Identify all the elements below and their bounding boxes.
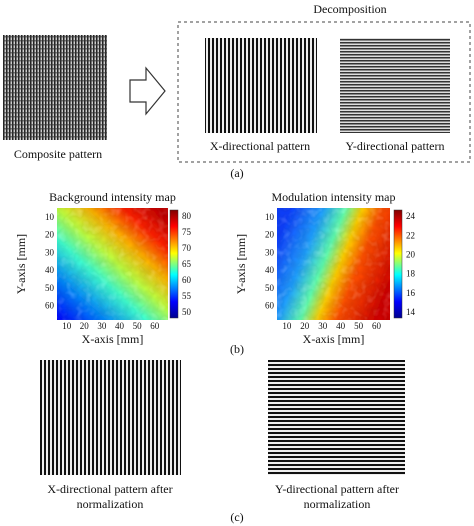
image-label: X-directional pattern [210,139,310,153]
x-tick-label: 60 [150,321,160,331]
image-label: normalization [304,497,371,511]
image-label: normalization [77,497,144,511]
arrow [129,66,166,116]
x-tick-label: 30 [97,321,107,331]
colorbar-tick-label: 16 [406,288,416,298]
x-tick-label: 60 [372,321,382,331]
x-tick-label: 10 [62,321,72,331]
y-tick-label: 40 [45,265,55,275]
y-tick-label: 40 [265,265,275,275]
y-tick-label: 30 [265,247,275,257]
colorbar-tick-label: 24 [406,211,416,221]
y-normalized-image [268,360,405,475]
x-tick-label: 50 [133,321,143,331]
y-axis-label: Y-axis [mm] [14,234,28,294]
y-tick-label: 30 [45,247,55,257]
decomposition-heading: Decomposition [313,2,386,16]
map-title: Modulation intensity map [272,190,396,204]
colorbar-tick-label: 18 [406,269,416,279]
image-label: Y-directional pattern after [275,482,399,496]
y-tick-label: 50 [45,283,55,293]
y-tick-label: 20 [265,230,275,240]
image-label: X-directional pattern after [47,482,172,496]
colorbar-tick-label: 20 [406,249,416,259]
x-tick-label: 10 [282,321,292,331]
colorbar-tick-label: 22 [406,230,415,240]
colorbar [169,209,179,319]
colorbar-tick-label: 80 [182,211,192,221]
colorbar-tick-label: 65 [182,259,192,269]
colorbar-tick-label: 60 [182,275,192,285]
x-axis-label: X-axis [mm] [303,332,365,346]
x-tick-label: 50 [354,321,364,331]
caption: (a) [230,166,243,180]
x-pattern-image [205,38,317,133]
caption: (b) [230,342,244,356]
y-tick-label: 50 [265,283,275,293]
x-tick-label: 40 [336,321,346,331]
map-title: Background intensity map [49,190,176,204]
x-axis-label: X-axis [mm] [82,332,144,346]
x-tick-label: 40 [115,321,125,331]
y-tick-label: 10 [265,212,275,222]
y-axis-label: Y-axis [mm] [234,234,248,294]
composite-image [3,35,107,140]
background-map [57,208,168,320]
colorbar [393,209,403,319]
image-label: Y-directional pattern [346,139,445,153]
y-tick-label: 60 [265,301,275,311]
modulation-map [277,208,390,320]
caption: (c) [230,510,243,524]
y-pattern-image [340,38,450,133]
colorbar-tick-label: 55 [182,291,192,301]
x-tick-label: 30 [318,321,328,331]
colorbar-tick-label: 14 [406,307,416,317]
colorbar-tick-label: 50 [182,307,192,317]
image-label: Composite pattern [14,147,102,161]
x-normalized-image [40,360,181,475]
colorbar-tick-label: 75 [182,227,192,237]
colorbar-tick-label: 70 [182,243,192,253]
x-tick-label: 20 [300,321,310,331]
x-tick-label: 20 [80,321,90,331]
y-tick-label: 10 [45,212,55,222]
dashed-box [177,21,471,163]
y-tick-label: 60 [45,301,55,311]
y-tick-label: 20 [45,230,55,240]
